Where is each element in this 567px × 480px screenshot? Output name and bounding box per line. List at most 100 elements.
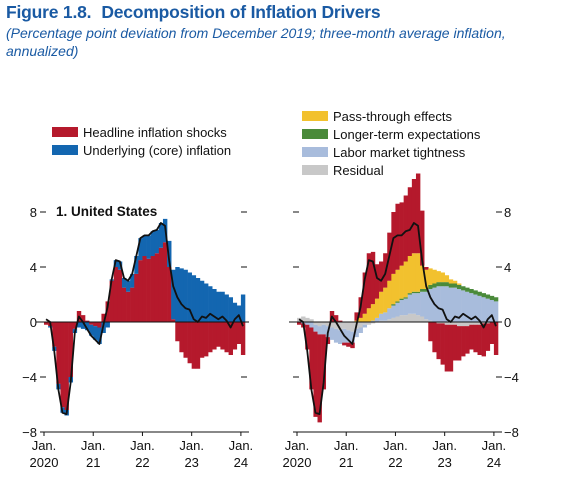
bar-underlying-core-inflation-2023-11 (232, 302, 238, 322)
bar-headline-inflation-shocks-2023-10 (481, 323, 486, 357)
bar-longer-term-expectations-2022-05 (411, 291, 417, 294)
bar-headline-inflation-shocks-2020-12 (89, 322, 94, 325)
bar-labor-market-tightness-2022-01 (395, 302, 400, 317)
bar-labor-market-tightness-2022-04 (407, 294, 413, 314)
bar-underlying-core-inflation-2023-09 (224, 294, 229, 322)
right-xtick-label-month: Jan. (285, 438, 310, 453)
bar-residual-2023-11 (485, 322, 491, 324)
bar-labor-market-tightness-2023-01 (444, 286, 450, 322)
left-ytick-label: 8 (30, 205, 37, 220)
bar-residual-2020-06 (317, 322, 322, 327)
legend-item-labor-market: Labor market tightness (302, 143, 480, 161)
bar-residual-2020-04 (309, 319, 314, 322)
bar-headline-inflation-shocks-2023-09 (477, 324, 482, 355)
bar-underlying-core-inflation-2022-09 (175, 267, 180, 322)
right-ytick-label: −4 (504, 370, 519, 385)
bar-residual-2022-07 (420, 316, 425, 322)
left-ytick-label: 4 (30, 260, 37, 275)
bar-headline-inflation-shocks-2021-09 (126, 291, 131, 322)
bar-longer-term-expectations-2022-10 (432, 283, 437, 288)
headline-inflation-line (298, 222, 497, 416)
right-ytick-label: 8 (504, 205, 511, 220)
bar-pass-through-effects-2021-12 (391, 273, 396, 305)
bar-headline-inflation-shocks-2023-04 (456, 326, 462, 361)
headline-inflation-line (45, 222, 244, 416)
bar-headline-inflation-shocks-2020-07 (68, 322, 74, 377)
bar-headline-inflation-shocks-2023-08 (220, 322, 225, 350)
bar-headline-inflation-shocks-2024-01 (240, 322, 246, 355)
left-ytick-label: 0 (30, 315, 37, 330)
legend-item-pass-through: Pass-through effects (302, 107, 480, 125)
bar-headline-inflation-shocks-2020-10 (80, 315, 86, 323)
bar-headline-inflation-shocks-2020-07 (321, 334, 327, 390)
bar-labor-market-tightness-2020-10 (333, 328, 339, 343)
bar-underlying-core-inflation-2021-04 (105, 322, 110, 328)
right-ytick-label: −8 (504, 425, 519, 440)
bar-headline-inflation-shocks-2023-10 (228, 322, 233, 355)
bar-pass-through-effects-2023-04 (456, 283, 462, 285)
bar-labor-market-tightness-2020-09 (329, 327, 335, 340)
bar-underlying-core-inflation-2022-08 (171, 269, 176, 320)
right-panel-plot (289, 173, 502, 423)
bar-headline-inflation-shocks-2020-04 (309, 327, 314, 390)
bar-underlying-core-inflation-2023-04 (203, 283, 209, 322)
figure-subtitle: (Percentage point deviation from Decembe… (6, 25, 506, 59)
bar-residual-2023-03 (452, 322, 458, 325)
bar-residual-2023-06 (465, 322, 470, 327)
bar-pass-through-effects-2023-03 (452, 280, 458, 284)
left-xtick-label-month: Jan. (81, 438, 106, 453)
bar-residual-2020-05 (313, 322, 318, 325)
bar-labor-market-tightness-2021-09 (379, 313, 384, 321)
bar-underlying-core-inflation-2023-08 (220, 291, 225, 322)
bar-pass-through-effects-2022-07 (420, 265, 425, 290)
bar-headline-inflation-shocks-2023-09 (224, 322, 229, 353)
bar-longer-term-expectations-2023-11 (485, 294, 491, 299)
bar-residual-2021-09 (379, 320, 384, 323)
bar-residual-2021-04 (358, 322, 363, 328)
bar-residual-2021-12 (391, 317, 396, 323)
bar-pass-through-effects-2021-07 (370, 304, 376, 321)
bar-longer-term-expectations-2022-04 (407, 293, 413, 295)
legend-item-core-inflation: Underlying (core) inflation (52, 141, 231, 159)
bar-residual-2022-06 (415, 315, 421, 323)
bar-headline-inflation-shocks-2022-08 (171, 319, 176, 322)
bar-headline-inflation-shocks-2022-05 (411, 179, 417, 254)
bar-residual-2023-07 (469, 322, 474, 325)
bar-headline-inflation-shocks-2022-05 (158, 247, 164, 322)
bar-headline-inflation-shocks-2020-05 (60, 322, 65, 408)
bar-headline-inflation-shocks-2022-10 (432, 322, 437, 353)
bar-headline-inflation-shocks-2023-07 (216, 322, 221, 347)
bar-labor-market-tightness-2020-05 (313, 324, 318, 332)
right-xtick-label-year: 24 (487, 455, 501, 470)
bar-longer-term-expectations-2021-12 (391, 304, 396, 306)
bar-headline-inflation-shocks-2021-09 (379, 261, 384, 292)
bar-labor-market-tightness-2023-04 (456, 289, 462, 322)
bar-pass-through-effects-2021-08 (374, 298, 380, 318)
bar-headline-inflation-shocks-2022-03 (150, 256, 156, 322)
bar-labor-market-tightness-2022-05 (411, 293, 417, 314)
bar-headline-inflation-shocks-2020-06 (317, 334, 322, 423)
bar-pass-through-effects-2022-06 (415, 253, 421, 292)
bar-underlying-core-inflation-2023-07 (216, 291, 221, 322)
right-xtick-label-year: 22 (388, 455, 402, 470)
bar-labor-market-tightness-2023-09 (477, 295, 482, 323)
bar-labor-market-tightness-2023-11 (485, 298, 491, 323)
bar-headline-inflation-shocks-2021-08 (121, 287, 127, 323)
bar-residual-2020-07 (321, 322, 327, 325)
bar-labor-market-tightness-2023-10 (481, 297, 486, 322)
bar-pass-through-effects-2022-03 (403, 261, 409, 298)
left-xtick-label-month: Jan. (130, 438, 155, 453)
bar-headline-inflation-shocks-2022-09 (428, 322, 433, 342)
legend-label-core-inflation: Underlying (core) inflation (83, 142, 232, 158)
bar-residual-2020-03 (305, 317, 310, 323)
right-xtick-label-month: Jan. (383, 438, 408, 453)
bar-residual-2021-01 (346, 322, 351, 331)
left-xtick-label-year: 23 (184, 455, 198, 470)
bar-underlying-core-inflation-2022-03 (150, 231, 156, 256)
bar-underlying-core-inflation-2022-02 (146, 235, 151, 259)
bar-pass-through-effects-2023-02 (448, 279, 454, 284)
right-xtick-label-month: Jan. (482, 438, 507, 453)
bar-pass-through-effects-2022-04 (407, 256, 413, 294)
bar-underlying-core-inflation-2021-02 (97, 327, 102, 344)
bar-residual-2022-08 (424, 319, 429, 322)
